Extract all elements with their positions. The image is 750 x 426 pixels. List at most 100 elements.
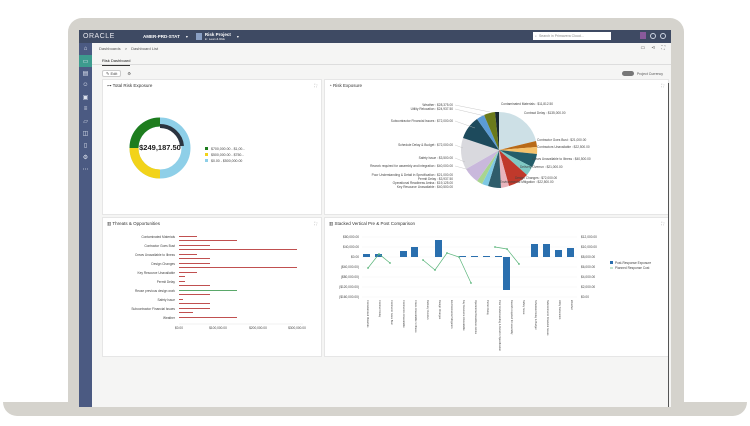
svg-text:$200,000.00: $200,000.00 <box>249 326 267 330</box>
svg-text:Crews Unavailable to Illness: Crews Unavailable to Illness <box>135 253 175 257</box>
share-icon[interactable]: ⋖ <box>651 45 656 51</box>
svg-text:$8,000.00: $8,000.00 <box>581 255 595 259</box>
toggle-label: Project Currency <box>636 71 663 76</box>
chevron-down-icon[interactable]: ▾ <box>185 34 188 39</box>
svg-text:Crews Unavailable to Illness: Crews Unavailable to Illness <box>414 300 418 333</box>
image-icon[interactable]: ▣ <box>82 94 89 101</box>
svg-text:Safety Issue: Safety Issue <box>157 298 175 302</box>
folder-icon[interactable]: ▱ <box>83 118 88 125</box>
dashboard-icon[interactable]: ▭ <box>79 55 92 67</box>
inbox-icon[interactable]: ◫ <box>82 130 89 137</box>
card-threats-opportunities: ▥ Threats & Opportunities ⛶ Contaminated… <box>102 217 322 357</box>
horizontal-bar-chart: Contaminated Materials Contractor Goes B… <box>131 235 306 330</box>
svg-text:Contractors Unavailable : $22,: Contractors Unavailable : $22,500.00 <box>537 145 590 149</box>
people-icon[interactable]: ☺ <box>82 82 89 88</box>
environment-selector[interactable]: AMER-PRD-STAT <box>143 34 180 39</box>
combo-chart: $80,000.00 $40,000.00 $0.00 ($40,000.00)… <box>339 235 651 352</box>
project-currency-toggle[interactable] <box>621 71 634 76</box>
tab-risk-dashboard[interactable]: Risk Dashboard <box>102 58 131 66</box>
settings-icon[interactable]: ⚙ <box>82 154 89 161</box>
svg-text:Planned Response Cost: Planned Response Cost <box>615 266 649 270</box>
svg-text:$700,000.00 - $1,00...: $700,000.00 - $1,00... <box>211 147 245 151</box>
svg-text:$500,000.00 - $750...: $500,000.00 - $750... <box>211 153 244 157</box>
svg-text:Environmental Mitigation: Environmental Mitigation <box>450 300 454 329</box>
search-placeholder: Search in Primavera Cloud... <box>538 34 584 38</box>
donut-chart: $249,187.50 $700,000.00 - $1,00... $500,… <box>129 117 245 179</box>
project-icon <box>195 33 202 40</box>
svg-text:$0.00 - $500,000.00: $0.00 - $500,000.00 <box>211 159 242 163</box>
svg-text:$0.00: $0.00 <box>351 255 359 259</box>
svg-text:Schedule Delay & Budget: Schedule Delay & Budget <box>534 300 538 330</box>
svg-text:Contractor Goes Bust: Contractor Goes Bust <box>144 244 175 248</box>
svg-text:Schedule Delay & Budget : $72,: Schedule Delay & Budget : $72,000.00 <box>398 143 453 147</box>
search-input[interactable]: ⌕ Search in Primavera Cloud... <box>533 32 611 40</box>
svg-text:Operational Readiness Amiss: Operational Readiness Amiss <box>474 300 478 335</box>
help-icon[interactable] <box>660 32 666 39</box>
breadcrumb-separator: > <box>124 46 128 51</box>
notifications-icon[interactable] <box>650 32 656 39</box>
svg-text:$6,000.00: $6,000.00 <box>581 265 595 269</box>
expand-icon[interactable]: ⛶ <box>314 83 317 88</box>
sidebar: ⌂ ▭ ▤ ☺ ▣ ≡ ▱ ◫ ▯ ⚙ ⋯ <box>79 43 92 407</box>
edit-button[interactable]: ✎ Edit <box>102 70 122 77</box>
fullscreen-icon[interactable]: ⛶ <box>661 45 665 51</box>
svg-text:Weather: Weather <box>570 300 574 310</box>
tab-bar: Risk Dashboard <box>92 55 671 66</box>
report-icon[interactable]: ▯ <box>83 142 88 149</box>
svg-text:($120,000.00): ($120,000.00) <box>339 285 359 289</box>
list-icon[interactable]: ≡ <box>83 106 88 112</box>
svg-text:Weather : $28,375.00: Weather : $28,375.00 <box>422 103 453 107</box>
svg-text:Contract Delay: Contract Delay <box>378 300 382 318</box>
card-title: ◔ Risk Exposure <box>329 83 362 88</box>
svg-text:Environmental Mitigation : $22: Environmental Mitigation : $22,500.00 <box>500 180 554 184</box>
card-title: ⊶ Total Risk Exposure <box>107 83 153 88</box>
svg-text:Key Resource Unavailable : $40: Key Resource Unavailable : $40,500.00 <box>397 185 453 189</box>
settings-icon[interactable]: ⚙ <box>127 71 131 76</box>
more-icon[interactable]: ⋯ <box>82 166 89 173</box>
svg-text:Design Changes : $72,000.00: Design Changes : $72,000.00 <box>515 176 557 180</box>
scrollbar[interactable] <box>668 83 669 407</box>
home-icon[interactable]: ⌂ <box>83 46 88 52</box>
comment-icon[interactable]: ▭ <box>640 45 646 51</box>
expand-icon[interactable]: ⛶ <box>661 221 664 226</box>
svg-text:$2,000.00: $2,000.00 <box>581 285 595 289</box>
breadcrumb-dashboard-list[interactable]: Dashboard List <box>131 46 159 51</box>
breadcrumb-dashboards[interactable]: Dashboards <box>99 46 121 51</box>
card-stacked-vertical: ▥ Stacked Vertical Pre & Post Comparison… <box>324 217 669 357</box>
search-icon: ⌕ <box>535 34 537 38</box>
svg-text:Contaminated Materials : $11,8: Contaminated Materials : $11,812.50 <box>501 102 553 106</box>
svg-text:Permit Delay: Permit Delay <box>157 280 176 284</box>
svg-text:$249,187.50: $249,187.50 <box>139 143 181 152</box>
pie-icon: ◔ <box>329 83 333 88</box>
expand-icon[interactable]: ⛶ <box>661 83 664 88</box>
bar-chart-icon: ▥ <box>107 221 113 226</box>
expand-icon[interactable]: ⛶ <box>314 221 317 226</box>
chevron-down-icon[interactable]: ▾ <box>236 34 239 39</box>
svg-text:Subcontractor Financial Issues: Subcontractor Financial Issues <box>131 307 175 311</box>
svg-text:Contaminated Materials: Contaminated Materials <box>141 235 175 239</box>
svg-text:Poor Understanding & Detail in: Poor Understanding & Detail in Specifica… <box>498 300 502 352</box>
svg-text:Subcontractor Financial Issues: Subcontractor Financial Issues <box>546 300 550 336</box>
bar-chart-icon: ▥ <box>329 221 335 226</box>
card-total-risk-exposure: ⊶ Total Risk Exposure ⛶ $249,187.50 $700… <box>102 79 322 215</box>
svg-text:Safety Issue : $3,500.00: Safety Issue : $3,500.00 <box>419 156 454 160</box>
svg-text:$80,000.00: $80,000.00 <box>343 235 359 239</box>
svg-text:Delivery Overrun : $21,000.00: Delivery Overrun : $21,000.00 <box>520 165 563 169</box>
svg-text:Contractors Unavailable: Contractors Unavailable <box>402 300 406 328</box>
app-screen: ORACLE AMER-PRD-STAT ▾ Risk Project in: … <box>79 30 671 407</box>
svg-text:Rework required for assembly: Rework required for assembly <box>510 300 514 335</box>
svg-text:Weather: Weather <box>163 316 176 320</box>
project-selector[interactable]: Risk Project in: Lean & Risk <box>205 32 231 41</box>
svg-text:Contractor Goes Bust : $21,000: Contractor Goes Bust : $21,000.00 <box>537 138 586 142</box>
svg-text:($80,000.00): ($80,000.00) <box>341 275 359 279</box>
card-title: ▥ Stacked Vertical Pre & Post Comparison <box>329 221 416 226</box>
top-bar: ORACLE AMER-PRD-STAT ▾ Risk Project in: … <box>79 30 671 43</box>
portfolio-icon[interactable]: ▤ <box>82 70 89 77</box>
svg-text:Rework required for assembly a: Rework required for assembly and integra… <box>370 164 453 168</box>
user-avatar[interactable] <box>640 32 646 39</box>
svg-text:($160,000.00): ($160,000.00) <box>339 295 359 299</box>
svg-text:Poor Understanding & Detail in: Poor Understanding & Detail in Specifica… <box>372 173 454 177</box>
svg-text:Permit Delay: Permit Delay <box>486 300 490 316</box>
svg-text:Design Changes: Design Changes <box>438 300 442 320</box>
svg-text:$12,000.00: $12,000.00 <box>581 235 597 239</box>
